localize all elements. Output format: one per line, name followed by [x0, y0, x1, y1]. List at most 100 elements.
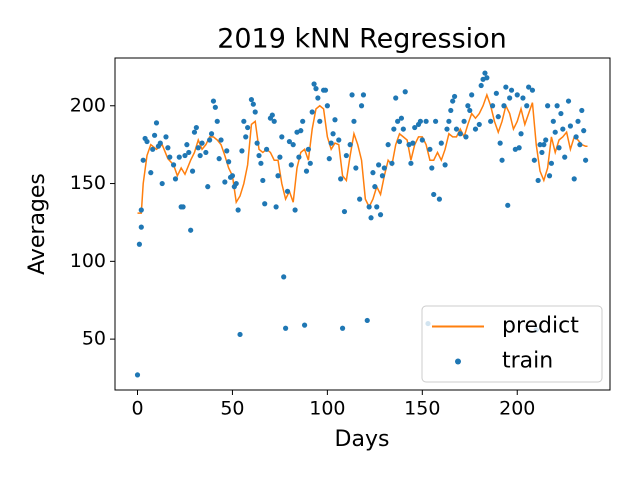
scatter-point: [226, 159, 232, 165]
scatter-point: [482, 70, 488, 76]
x-tick-label: 150: [404, 398, 440, 420]
scatter-point: [214, 118, 220, 124]
scatter-point: [254, 140, 260, 146]
scatter-point: [391, 126, 397, 132]
scatter-point: [429, 165, 435, 171]
y-tick-label: 200: [70, 94, 106, 116]
scatter-point: [296, 154, 302, 160]
scatter-point: [326, 156, 332, 162]
scatter-point: [379, 173, 386, 179]
scatter-point: [516, 145, 522, 151]
scatter-point: [218, 137, 224, 143]
scatter-point: [381, 165, 387, 171]
scatter-point: [442, 162, 448, 168]
legend-box: [421, 305, 603, 383]
scatter-point: [489, 103, 496, 109]
scatter-point: [186, 149, 192, 156]
scatter-point: [465, 103, 471, 109]
scatter-point: [136, 241, 142, 247]
scatter-point: [271, 118, 277, 124]
scatter-point: [307, 160, 313, 166]
legend-label: train: [502, 349, 553, 374]
scatter-point: [412, 124, 418, 131]
scatter-point: [207, 137, 213, 143]
legend-marker: [455, 358, 461, 365]
scatter-point: [239, 148, 245, 154]
scatter-point: [552, 129, 558, 135]
scatter-point: [457, 131, 463, 137]
scatter-point: [153, 120, 160, 126]
scatter-point: [157, 140, 163, 146]
scatter-point: [503, 84, 509, 90]
scatter-point: [349, 92, 355, 98]
scatter-point: [495, 114, 501, 120]
scatter-point: [210, 98, 217, 104]
scatter-point: [330, 131, 336, 137]
scatter-point: [453, 126, 460, 132]
scatter-point: [501, 103, 507, 109]
scatter-point: [248, 96, 255, 103]
scatter-point: [507, 95, 513, 101]
scatter-point: [537, 142, 543, 148]
scatter-point: [520, 95, 526, 101]
scatter-point: [269, 112, 275, 118]
scatter-point: [450, 98, 456, 104]
scatter-point: [222, 179, 228, 185]
scatter-point: [431, 191, 437, 198]
scatter-point: [292, 207, 298, 213]
scatter-point: [138, 224, 144, 230]
scatter-point: [526, 84, 532, 90]
scatter-point: [159, 180, 165, 187]
scatter-point: [444, 126, 450, 132]
scatter-point: [374, 204, 380, 210]
scatter-point: [264, 146, 270, 152]
scatter-point: [176, 154, 182, 160]
scatter-point: [233, 180, 239, 187]
x-axis-label: Days: [335, 427, 390, 452]
scatter-point: [543, 137, 549, 143]
scatter-point: [303, 168, 310, 174]
scatter-point: [163, 134, 169, 140]
scatter-point: [273, 204, 279, 210]
scatter-point: [224, 148, 230, 154]
scatter-point: [338, 176, 344, 182]
scatter-point: [539, 149, 545, 156]
scatter-point: [396, 138, 403, 145]
scatter-point: [427, 146, 433, 152]
scatter-point: [332, 117, 338, 123]
scatter-point: [317, 118, 323, 124]
x-tick-label: 200: [499, 398, 535, 420]
scatter-point: [370, 170, 376, 176]
scatter-point: [208, 131, 215, 137]
scatter-point: [497, 140, 503, 146]
scatter-point: [322, 87, 329, 93]
scatter-point: [575, 118, 581, 124]
scatter-point: [581, 128, 587, 134]
scatter-point: [288, 162, 294, 168]
scatter-point: [241, 118, 247, 124]
scatter-point: [529, 87, 536, 93]
scatter-point: [193, 124, 199, 131]
scatter-point: [275, 173, 281, 179]
scatter-point: [313, 86, 319, 92]
scatter-point: [364, 317, 370, 324]
scatter-point: [368, 215, 374, 221]
scatter-point: [376, 162, 382, 168]
scatter-point: [150, 146, 156, 152]
scatter-point: [298, 128, 304, 134]
scatter-point: [531, 157, 537, 163]
scatter-point: [229, 173, 236, 179]
scatter-point: [283, 325, 289, 331]
scatter-point: [402, 89, 408, 95]
scatter-point: [419, 137, 425, 143]
scatter-point: [377, 212, 384, 218]
scatter-point: [172, 176, 179, 182]
scatter-point: [353, 165, 359, 171]
scatter-point: [197, 152, 203, 159]
scatter-point: [508, 87, 515, 93]
scatter-point: [573, 134, 579, 140]
scatter-point: [250, 101, 256, 107]
scatter-point: [347, 142, 353, 148]
